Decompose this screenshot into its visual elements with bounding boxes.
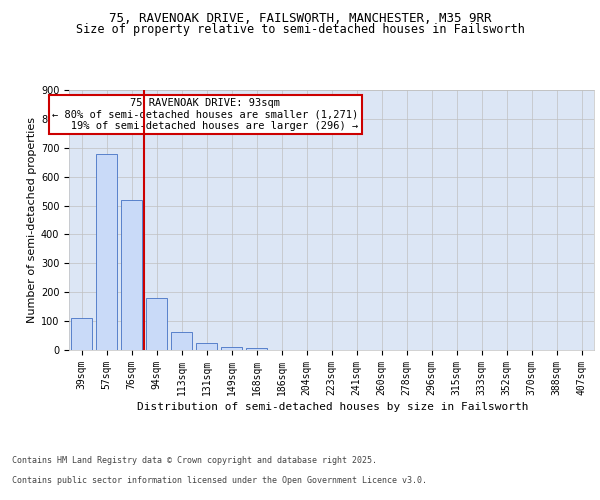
Text: Distribution of semi-detached houses by size in Failsworth: Distribution of semi-detached houses by … — [137, 402, 529, 412]
Bar — [171, 332, 192, 350]
Text: Size of property relative to semi-detached houses in Failsworth: Size of property relative to semi-detach… — [76, 22, 524, 36]
Bar — [221, 346, 242, 350]
Text: Contains HM Land Registry data © Crown copyright and database right 2025.: Contains HM Land Registry data © Crown c… — [12, 456, 377, 465]
Bar — [71, 318, 92, 350]
Text: 75 RAVENOAK DRIVE: 93sqm
← 80% of semi-detached houses are smaller (1,271)
   19: 75 RAVENOAK DRIVE: 93sqm ← 80% of semi-d… — [52, 98, 359, 131]
Y-axis label: Number of semi-detached properties: Number of semi-detached properties — [26, 117, 37, 323]
Text: 75, RAVENOAK DRIVE, FAILSWORTH, MANCHESTER, M35 9RR: 75, RAVENOAK DRIVE, FAILSWORTH, MANCHEST… — [109, 12, 491, 26]
Bar — [121, 200, 142, 350]
Bar — [246, 348, 267, 350]
Text: Contains public sector information licensed under the Open Government Licence v3: Contains public sector information licen… — [12, 476, 427, 485]
Bar — [96, 154, 117, 350]
Bar — [196, 343, 217, 350]
Bar — [146, 298, 167, 350]
